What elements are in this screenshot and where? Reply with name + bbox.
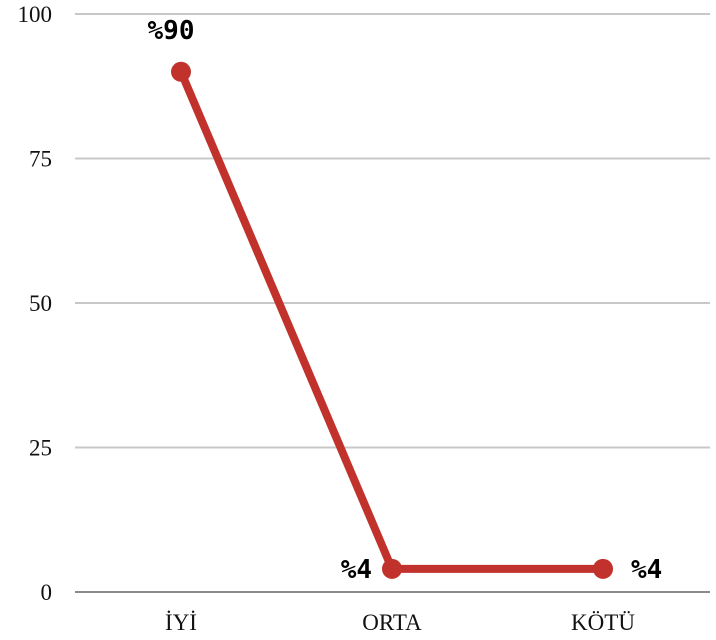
data-point-2 bbox=[593, 558, 613, 579]
y-tick-label-0: 0 bbox=[41, 580, 53, 605]
data-point-0 bbox=[171, 61, 191, 82]
data-point-1 bbox=[382, 558, 402, 579]
data-label-2: %4 bbox=[631, 555, 662, 585]
series-line bbox=[177, 67, 607, 573]
gridlines bbox=[75, 13, 710, 593]
series-line-group bbox=[177, 67, 607, 573]
y-tick-label-100: 100 bbox=[18, 2, 53, 27]
x-category-label-0: İYİ bbox=[165, 610, 197, 635]
data-labels: %90 %4 %4 bbox=[148, 16, 663, 585]
x-category-label-2: KÖTÜ bbox=[571, 610, 635, 635]
data-label-0: %90 bbox=[148, 16, 195, 46]
y-tick-label-25: 25 bbox=[29, 436, 52, 461]
y-axis-tick-labels: 0 25 50 75 100 bbox=[18, 2, 53, 605]
x-axis-category-labels: İYİ ORTA KÖTÜ bbox=[165, 610, 635, 635]
x-category-label-1: ORTA bbox=[362, 610, 422, 635]
y-tick-label-50: 50 bbox=[29, 291, 52, 316]
y-tick-label-75: 75 bbox=[29, 147, 52, 172]
series-points bbox=[171, 61, 613, 579]
data-label-1: %4 bbox=[341, 555, 372, 585]
